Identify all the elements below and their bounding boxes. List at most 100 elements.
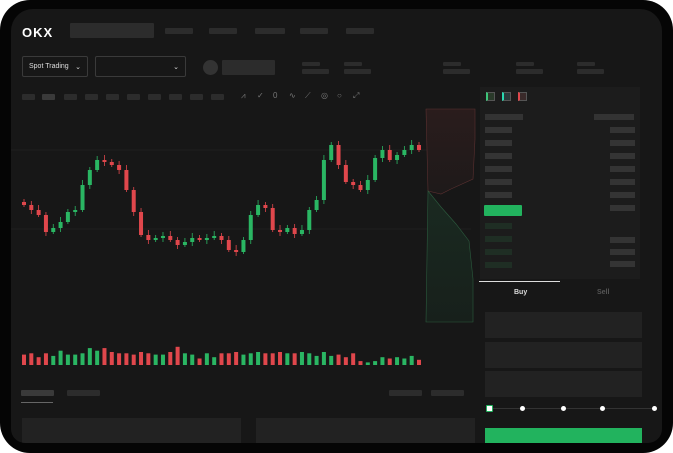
slider-stop-50[interactable] — [561, 406, 566, 411]
volume-bar — [270, 353, 275, 365]
fullscreen-icon[interactable]: ⤢ — [353, 91, 360, 100]
ask-amount — [610, 140, 635, 146]
filter-button[interactable] — [389, 390, 422, 396]
candle-body — [321, 160, 326, 200]
candle-body — [139, 212, 144, 235]
nav-item[interactable] — [300, 28, 328, 34]
total-input[interactable] — [485, 371, 642, 397]
orderbook-header-price — [485, 114, 523, 120]
tab-history[interactable] — [67, 390, 100, 396]
filter-button[interactable] — [431, 390, 464, 396]
candle-body — [117, 165, 122, 170]
volume-bar — [387, 358, 392, 365]
candle-body — [299, 230, 304, 234]
orderbook-view-icon[interactable] — [502, 92, 511, 101]
refresh-icon[interactable]: ○ — [337, 91, 342, 100]
stat-value — [344, 69, 371, 74]
interval-button[interactable] — [42, 94, 55, 100]
volume-bar — [204, 353, 209, 365]
buy-button[interactable] — [485, 428, 642, 443]
fx-icon[interactable]: 0 — [273, 91, 278, 100]
interval-button[interactable] — [148, 94, 161, 100]
spot-trading-select[interactable]: Spot Trading ⌄ — [22, 56, 88, 77]
slider-handle[interactable] — [486, 405, 493, 412]
candle-body — [124, 170, 129, 190]
interval-button[interactable] — [106, 94, 119, 100]
slider-stop-100[interactable] — [652, 406, 657, 411]
volume-bar — [22, 354, 26, 365]
volume-bar — [73, 354, 78, 365]
orderbook-view-icon[interactable] — [518, 92, 527, 101]
price-input[interactable] — [485, 312, 642, 338]
search-bar[interactable] — [70, 23, 154, 38]
interval-button[interactable] — [211, 94, 224, 100]
candle-body — [387, 150, 392, 160]
slider-stop-75[interactable] — [600, 406, 605, 411]
candle-body — [36, 210, 41, 215]
interval-button[interactable] — [85, 94, 98, 100]
interval-button[interactable] — [169, 94, 182, 100]
candle-body — [270, 208, 275, 230]
order-book — [480, 87, 640, 279]
volume-bar — [36, 357, 41, 365]
candle-body — [292, 228, 297, 234]
candle-body — [234, 250, 239, 252]
candle-body — [263, 205, 268, 208]
volume-bar — [409, 355, 414, 365]
bottom-panel-left — [22, 418, 241, 443]
spot-trading-label: Spot Trading — [29, 63, 69, 70]
slider-track[interactable] — [489, 408, 655, 409]
pair-price — [222, 60, 275, 75]
pair-select[interactable]: ⌄ — [95, 56, 186, 77]
volume-bar — [102, 348, 107, 365]
tab-open-orders[interactable] — [21, 390, 54, 396]
candlestick-chart[interactable] — [11, 9, 662, 443]
stat-label — [344, 62, 362, 66]
candle-body — [73, 210, 78, 212]
depth-bids — [425, 190, 474, 323]
volume-bar — [292, 353, 297, 365]
indicator-icon[interactable]: ⩘ — [241, 91, 246, 100]
interval-button[interactable] — [22, 94, 35, 100]
candle-body — [65, 212, 70, 222]
ask-amount — [610, 166, 635, 172]
slider-stop-25[interactable] — [520, 406, 525, 411]
candle-body — [95, 160, 100, 170]
volume-bar — [402, 358, 407, 365]
volume-bar — [58, 350, 63, 365]
nav-item[interactable] — [346, 28, 374, 34]
settings-icon[interactable]: ◎ — [321, 91, 328, 100]
candle-body — [168, 236, 173, 240]
candle-body — [329, 145, 334, 160]
amount-input[interactable] — [485, 342, 642, 368]
stat-label — [302, 62, 320, 66]
draw-icon[interactable]: ⟋ — [305, 91, 311, 100]
orderbook-view-icon[interactable] — [486, 92, 495, 101]
interval-button[interactable] — [127, 94, 140, 100]
ask-price — [485, 140, 512, 146]
candle-body — [278, 230, 283, 232]
ask-price — [485, 166, 512, 172]
volume-bar — [146, 353, 151, 365]
nav-item[interactable] — [209, 28, 237, 34]
last-price[interactable] — [484, 205, 522, 216]
sell-tab[interactable]: Sell — [597, 289, 610, 296]
candle-body — [417, 145, 421, 150]
buy-tab[interactable]: Buy — [514, 289, 528, 296]
volume-bar — [43, 353, 48, 365]
candle-body — [285, 228, 290, 232]
nav-item[interactable] — [165, 28, 193, 34]
candle-body — [131, 190, 136, 212]
line-tool-icon[interactable]: ∿ — [289, 91, 296, 100]
volume-bar — [278, 352, 283, 365]
candle-body — [241, 240, 246, 252]
interval-button[interactable] — [190, 94, 203, 100]
volume-bar — [321, 352, 326, 365]
ask-amount — [610, 127, 635, 133]
compare-icon[interactable]: ✓ — [257, 91, 264, 100]
interval-button[interactable] — [64, 94, 77, 100]
nav-item[interactable] — [255, 28, 285, 34]
volume-bar — [182, 353, 187, 365]
trading-screen: OKX Spot Trading ⌄ ⌄ ⩘ ✓ 0 ∿ ⟋ ◎ ○ ⤢ Buy Sell — [11, 9, 662, 443]
